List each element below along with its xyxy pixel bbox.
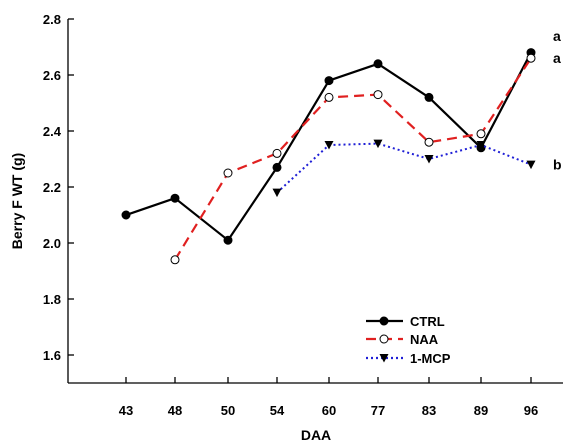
x-tick-label: 83 (422, 403, 436, 418)
x-tick-label: 96 (524, 403, 538, 418)
x-tick-label: 43 (119, 403, 133, 418)
legend-label: 1-MCP (410, 351, 451, 366)
x-tick-label: 89 (474, 403, 488, 418)
x-tick-label: 50 (221, 403, 235, 418)
y-tick-label: 1.8 (43, 292, 61, 307)
y-tick-label: 2.0 (43, 236, 61, 251)
data-point (272, 162, 282, 172)
data-point (373, 90, 383, 100)
data-point (272, 188, 282, 198)
y-tick-label: 2.2 (43, 180, 61, 195)
data-point (526, 160, 536, 170)
annotations: aa b (553, 28, 562, 173)
legend-label: CTRL (410, 314, 445, 329)
y-tick-label: 2.8 (43, 12, 61, 27)
data-point (424, 155, 434, 164)
data-point (121, 210, 131, 220)
series-line (174, 57, 532, 261)
data-point (324, 92, 334, 102)
annotation-letter: b (553, 157, 562, 173)
x-tick-label: 48 (168, 403, 182, 418)
series-1-mcp (272, 139, 536, 198)
data-point (373, 139, 383, 149)
y-tick-label: 2.6 (43, 68, 61, 83)
legend-marker (379, 354, 389, 363)
data-point (424, 92, 434, 102)
data-point (170, 255, 180, 265)
y-tick-label: 2.4 (43, 124, 62, 139)
legend: CTRL NAA 1-MCP (366, 314, 451, 366)
legend-label: NAA (410, 332, 439, 347)
data-point (272, 148, 282, 158)
y-axis-title: Berry F WT (g) (9, 153, 25, 249)
x-tick-label: 60 (322, 403, 336, 418)
x-axis-title: DAA (301, 427, 331, 443)
x-tick-label: 54 (270, 403, 285, 418)
data-point (424, 137, 434, 147)
series-ctrl (121, 48, 536, 245)
y-tick-label: 1.6 (43, 348, 61, 363)
data-point (526, 53, 536, 63)
data-point (476, 129, 486, 139)
data-point (324, 141, 334, 150)
x-tick-label: 77 (371, 403, 385, 418)
data-point (373, 59, 383, 69)
legend-marker (379, 334, 389, 344)
legend-marker (379, 316, 389, 326)
annotation-letter: a (553, 28, 561, 44)
series-naa (170, 53, 536, 265)
series-layer (121, 48, 536, 265)
series-line (276, 142, 532, 194)
annotation-letter: a (553, 50, 561, 66)
data-point (476, 141, 486, 150)
data-point (170, 193, 180, 203)
axes: 1.6 1.8 2.0 2.2 2.4 2.6 2.8 43 48 50 54 60 77 83 89 96 (43, 12, 563, 418)
data-point (223, 168, 233, 178)
data-point (324, 76, 334, 86)
data-point (223, 235, 233, 245)
